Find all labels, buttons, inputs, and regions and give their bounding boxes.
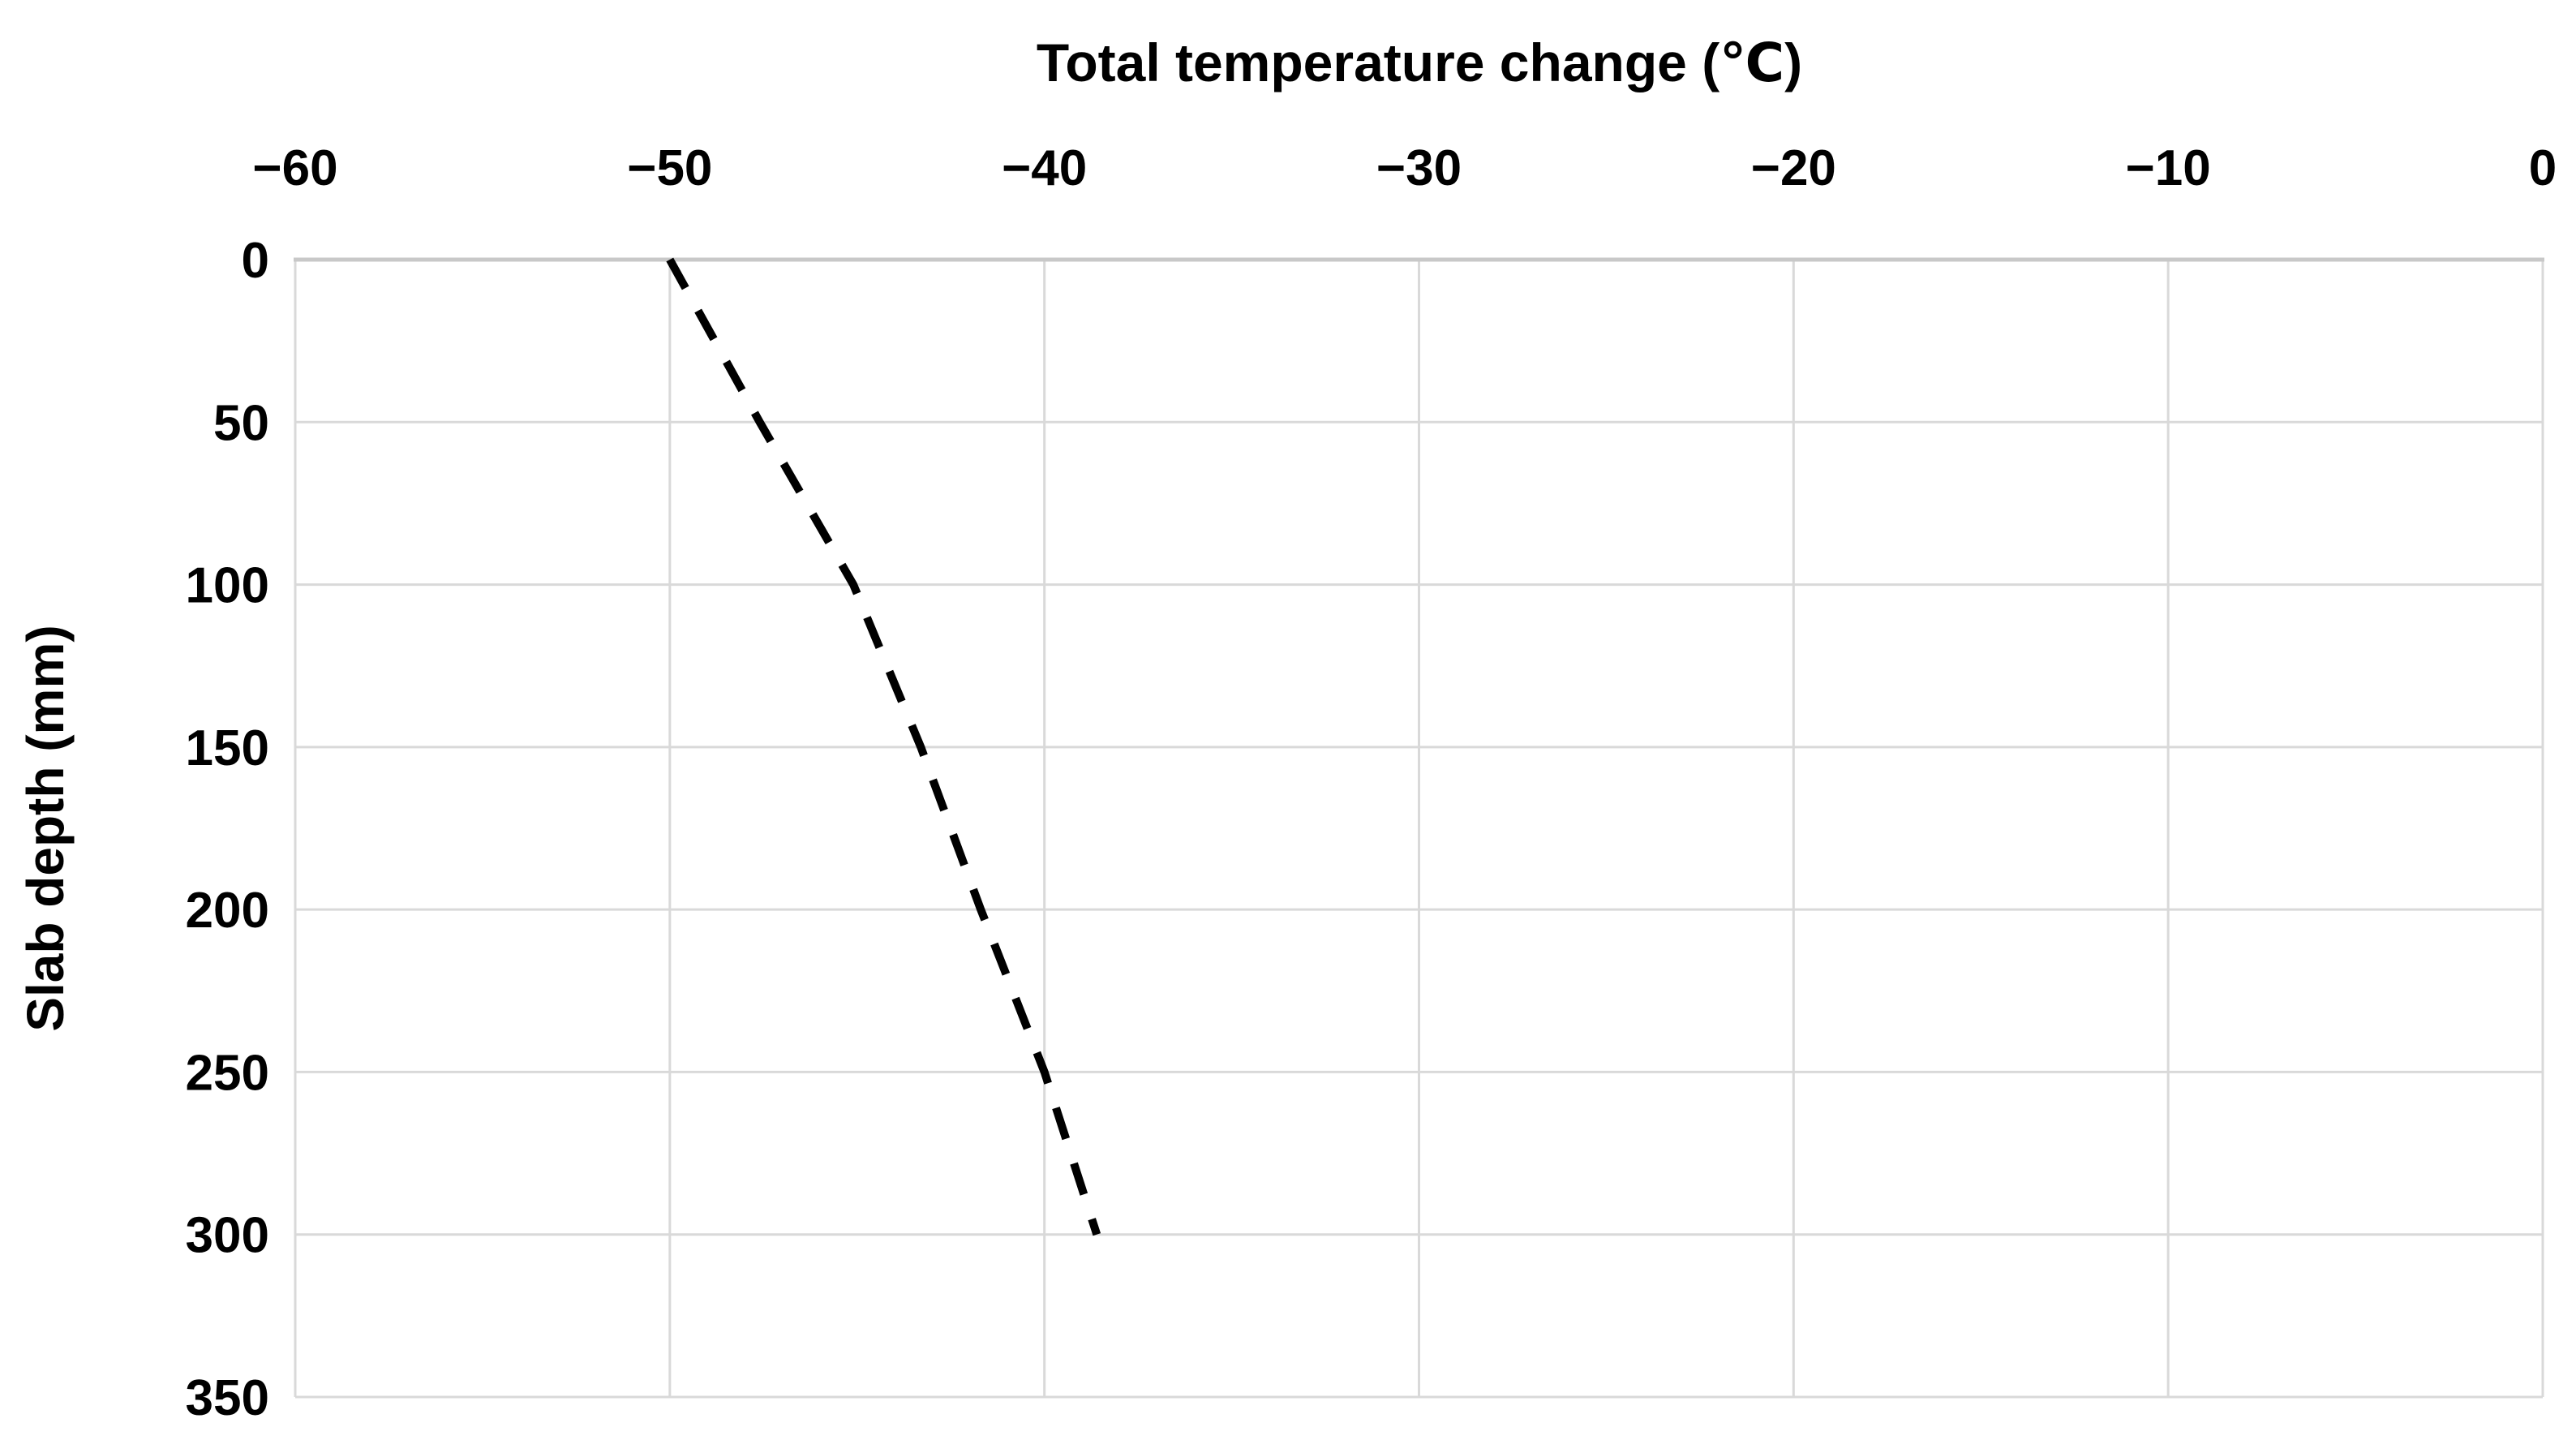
y-tick-label: 100 [186,558,269,614]
y-tick-label: 300 [186,1208,269,1264]
x-tick-label: 0 [2529,140,2557,196]
y-tick-label: 200 [186,883,269,939]
y-tick-labels: 0 50 100 150 200 250 300 350 [186,233,269,1426]
y-tick-label: 250 [186,1045,269,1101]
x-tick-labels: −60 −50 −40 −30 −20 −10 0 [252,140,2557,196]
y-tick-label: 350 [186,1370,269,1426]
y-tick-label: 0 [242,233,269,289]
x-tick-label: −20 [1751,140,1836,196]
x-tick-label: −30 [1376,140,1462,196]
chart-title: Total temperature change (℃) [1037,32,1802,92]
x-tick-label: −60 [252,140,337,196]
series-dashed-line [666,257,1101,1236]
x-tick-label: −50 [627,140,712,196]
y-axis-title: Slab depth (mm) [16,625,75,1031]
y-tick-label: 150 [186,720,269,776]
x-tick-label: −40 [1002,140,1087,196]
y-tick-label: 50 [213,395,269,451]
gridlines [294,257,2544,1399]
x-tick-label: −10 [2126,140,2211,196]
